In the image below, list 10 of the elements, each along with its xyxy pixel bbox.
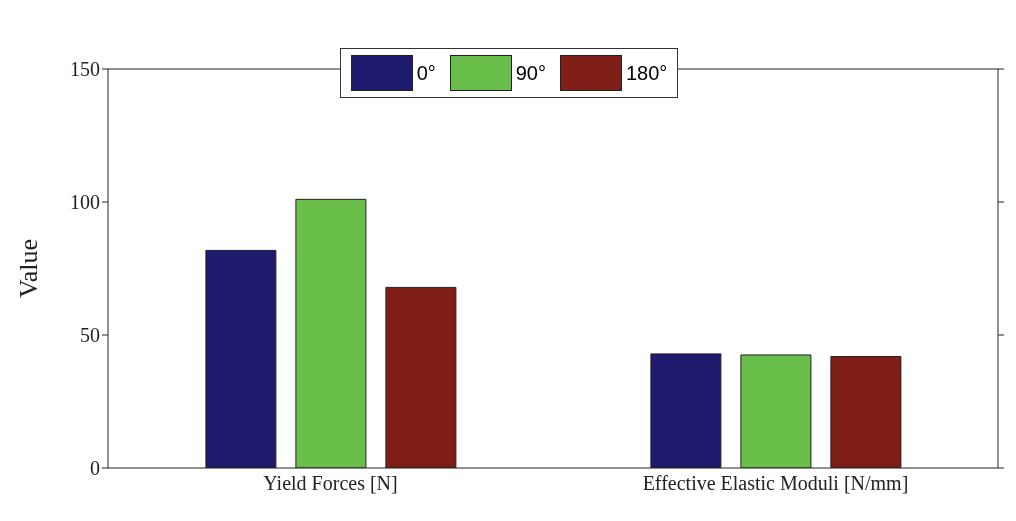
y-tick-label: 0	[90, 457, 100, 480]
y-axis-title: Value	[14, 238, 44, 299]
y-tick-label: 50	[80, 324, 100, 347]
x-tick-label: Effective Elastic Moduli [N/mm]	[642, 472, 909, 495]
x-tick-label: Yield Forces [N]	[263, 472, 398, 495]
legend-label: 0°	[416, 61, 436, 85]
y-tick-label: 100	[70, 191, 100, 214]
y-tick-label: 150	[70, 58, 100, 81]
legend-label: 180°	[626, 61, 668, 85]
legend-label: 90°	[515, 61, 546, 85]
